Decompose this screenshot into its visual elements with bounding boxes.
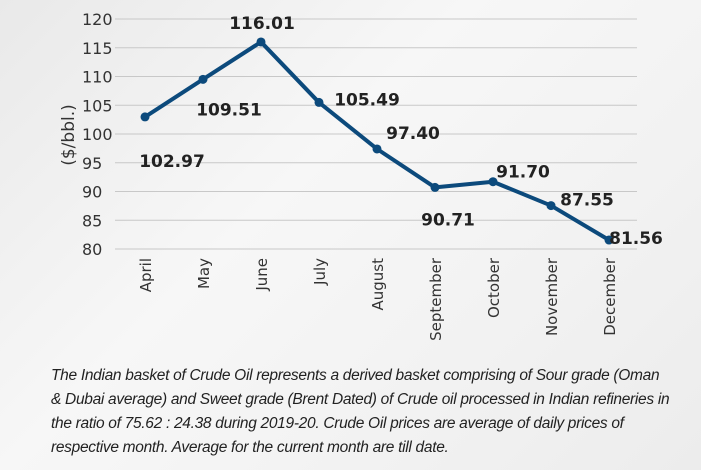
x-tick-label: October	[485, 257, 503, 318]
y-tick-label: 110	[82, 68, 113, 87]
series-line	[143, 39, 611, 242]
y-tick-label: 80	[82, 240, 102, 259]
line-chart: 80 85 90 95 100 105 110 115 120 ($/bbl.) April Ma…	[59, 10, 663, 341]
data-label: 116.01	[229, 14, 295, 34]
data-label: 109.51	[196, 100, 262, 120]
footnote: The Indian basket of Crude Oil represent…	[51, 367, 670, 456]
data-label: 105.49	[334, 90, 400, 110]
data-label: 81.56	[609, 229, 663, 249]
data-point	[546, 201, 556, 211]
x-tick-label: April	[137, 258, 155, 292]
x-tick-label: May	[195, 258, 213, 289]
y-tick-label: 100	[82, 125, 113, 144]
y-tick-label: 120	[82, 10, 113, 29]
data-point	[314, 97, 324, 107]
x-tick-label: December	[601, 257, 619, 336]
y-tick-label: 85	[82, 211, 102, 230]
x-tick-label: September	[427, 257, 445, 341]
x-tick-label: June	[253, 258, 271, 292]
data-point	[430, 182, 440, 192]
data-point	[372, 144, 382, 154]
x-tick-label: November	[543, 257, 561, 336]
data-label: 90.71	[421, 210, 475, 230]
data-label: 97.40	[386, 124, 440, 144]
x-tick-label: July	[311, 258, 329, 286]
data-label: 87.55	[560, 191, 614, 211]
y-tick-label: 115	[82, 39, 113, 58]
x-tick-label: August	[369, 258, 387, 311]
y-tick-label: 90	[82, 183, 102, 202]
data-point	[256, 37, 266, 47]
data-label: 91.70	[496, 163, 550, 183]
data-point	[488, 177, 498, 187]
y-tick-label: 95	[82, 154, 102, 173]
data-label: 102.97	[139, 152, 205, 172]
y-axis-label: ($/bbl.)	[59, 104, 79, 166]
y-tick-label: 105	[82, 96, 113, 115]
data-point	[604, 235, 614, 245]
data-point	[198, 74, 208, 84]
data-point	[140, 112, 150, 122]
